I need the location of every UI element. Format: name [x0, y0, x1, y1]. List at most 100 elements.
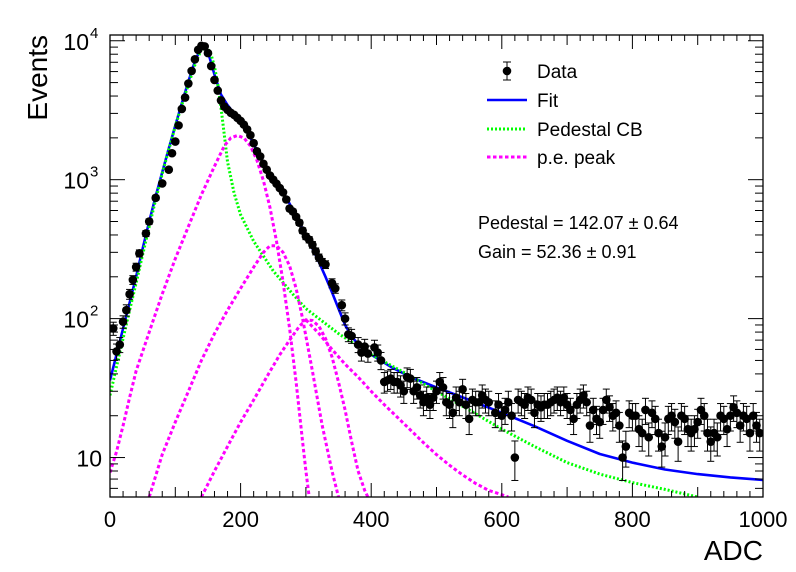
- data-marker: [164, 165, 174, 174]
- annotations: Pedestal = 142.07 ± 0.64 Gain = 52.36 ± 0…: [478, 213, 679, 262]
- data-marker: [712, 432, 722, 442]
- data-point: [347, 328, 356, 344]
- data-marker: [308, 240, 317, 250]
- data-marker: [282, 195, 291, 204]
- data-marker: [438, 383, 448, 392]
- y-tick-label: 10: [76, 446, 102, 472]
- data-marker: [422, 393, 432, 402]
- data-marker: [615, 421, 624, 430]
- data-point: [200, 42, 209, 51]
- data-marker: [174, 121, 183, 130]
- y-tick-exponent: 4: [90, 25, 98, 42]
- series-p-e-peak-tail-line: [304, 318, 509, 497]
- fit-result-annotation: Gain = 52.36 ± 0.91: [478, 242, 637, 262]
- data-marker: [461, 400, 471, 410]
- data-point: [755, 418, 763, 452]
- data-marker: [657, 442, 667, 451]
- data-marker: [157, 179, 167, 188]
- data-marker: [507, 411, 516, 421]
- data-marker: [706, 437, 716, 447]
- data-marker: [144, 217, 154, 226]
- legend-label: Data: [537, 62, 578, 83]
- data-point: [184, 79, 193, 88]
- data-point: [445, 393, 454, 419]
- data-point: [174, 121, 183, 130]
- y-tick-base: 10: [76, 446, 102, 472]
- y-tick-base: 10: [63, 29, 89, 55]
- data-marker: [190, 55, 200, 64]
- data-marker: [464, 414, 474, 424]
- data-marker: [337, 300, 347, 310]
- data-marker: [206, 61, 216, 71]
- series-pedestal-cb-line: [110, 44, 699, 497]
- data-marker: [500, 405, 510, 415]
- data-point: [621, 430, 631, 468]
- data-marker: [735, 421, 745, 430]
- y-tick-label: 10 4: [63, 25, 98, 55]
- data-point: [190, 55, 200, 64]
- y-tick-exponent: 2: [90, 303, 98, 320]
- data-point: [644, 422, 654, 457]
- legend-label: Pedestal CB: [537, 120, 643, 141]
- data-point: [455, 390, 464, 417]
- data-point: [167, 148, 177, 158]
- data-marker: [213, 86, 223, 95]
- data-point: [295, 218, 304, 228]
- legend-item: p.e. peak: [487, 148, 616, 169]
- data-point: [376, 351, 386, 371]
- data-point: [615, 411, 624, 443]
- data-point: [157, 179, 167, 188]
- data-point: [585, 411, 595, 443]
- data-point: [752, 411, 761, 443]
- legend-label: p.e. peak: [537, 148, 616, 169]
- data-marker: [321, 260, 330, 269]
- data-marker: [585, 421, 595, 430]
- data-point: [203, 48, 213, 58]
- legend: Data Fit Pedestal CB p.e. peak: [487, 61, 643, 169]
- data-point: [206, 61, 216, 71]
- data-marker: [670, 417, 680, 427]
- data-point: [641, 397, 650, 425]
- data-point: [500, 397, 510, 425]
- y-tick-label: 10 2: [63, 303, 98, 333]
- data-point: [363, 345, 373, 363]
- data-point: [484, 390, 494, 417]
- data-point: [673, 426, 683, 462]
- legend-item: Data: [502, 61, 578, 83]
- data-marker: [618, 453, 627, 462]
- data-marker: [559, 393, 569, 402]
- data-marker: [755, 428, 763, 438]
- data-marker: [200, 42, 209, 51]
- data-point: [128, 275, 138, 285]
- data-marker: [474, 397, 484, 407]
- data-marker: [644, 432, 654, 442]
- x-tick-label: 600: [483, 507, 520, 532]
- data-marker: [203, 48, 213, 58]
- data-marker: [673, 437, 683, 447]
- data-point: [141, 229, 151, 238]
- data-marker: [125, 289, 134, 299]
- data-point: [125, 288, 134, 300]
- data-marker: [135, 249, 144, 258]
- data-point: [308, 240, 317, 250]
- data-marker: [255, 152, 265, 161]
- data-marker: [171, 137, 180, 146]
- data-marker: [660, 432, 670, 442]
- data-marker: [128, 275, 138, 285]
- legend-label: Fit: [537, 91, 559, 112]
- data-marker: [490, 408, 500, 418]
- fit-result-annotation: Pedestal = 142.07 ± 0.64: [478, 213, 679, 233]
- data-marker: [605, 402, 614, 412]
- data-point: [706, 426, 716, 462]
- x-tick-label: 200: [222, 507, 259, 532]
- data-point: [255, 152, 265, 161]
- data-marker: [455, 397, 464, 407]
- data-point: [164, 165, 174, 174]
- data-point: [556, 390, 565, 417]
- series-p-e-peak-1-line: [110, 134, 311, 497]
- series-p-e-peak-3-line: [200, 318, 370, 497]
- legend-swatch-marker: [502, 66, 512, 76]
- data-point: [249, 138, 258, 148]
- data-point: [278, 188, 288, 197]
